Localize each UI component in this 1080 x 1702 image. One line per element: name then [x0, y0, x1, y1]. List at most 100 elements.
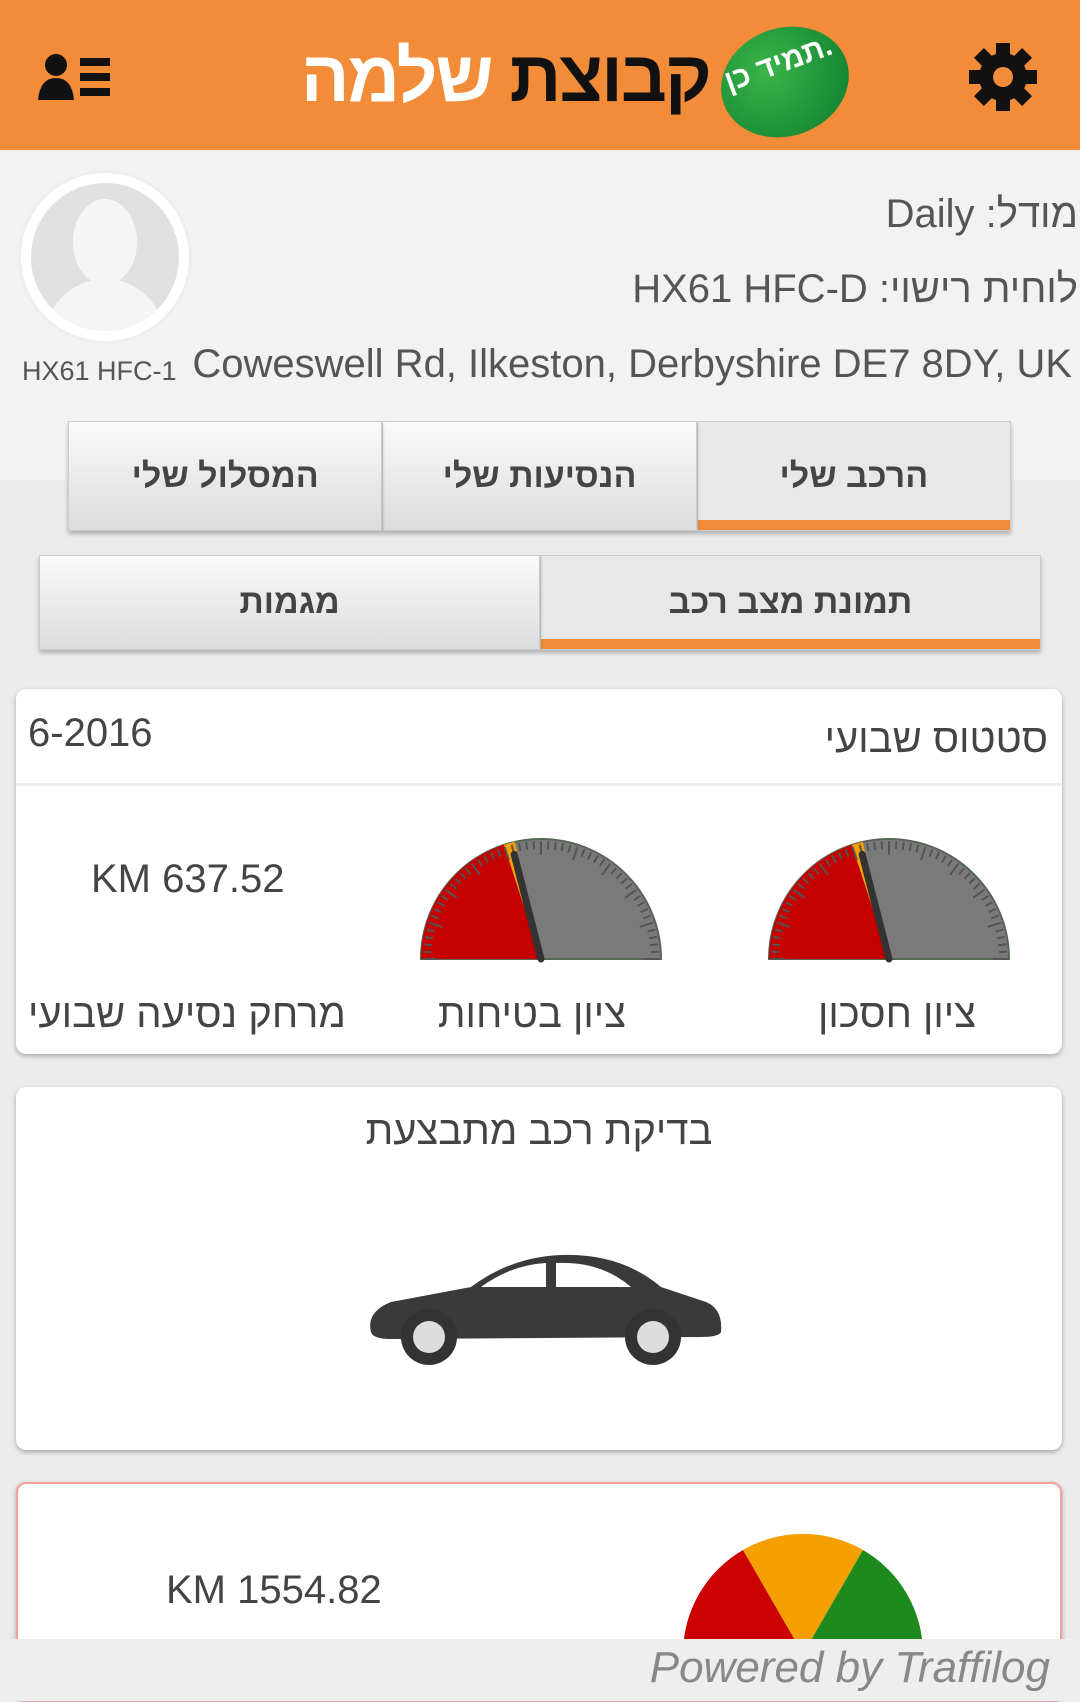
gauge-tick [426, 928, 435, 933]
gauge-tick [586, 851, 593, 860]
tab-my-trips[interactable]: הנסיעות שלי [382, 421, 697, 531]
gauge-tick [772, 935, 782, 940]
gauge-tick [465, 867, 472, 875]
gauge-tick [947, 858, 954, 867]
gauge-tick [449, 883, 457, 890]
tab-my-route[interactable]: המסלול שלי [68, 421, 383, 531]
gauge-tick [792, 888, 806, 899]
vehicle-check-card: בדיקת רכב מתבצעת [16, 1087, 1062, 1450]
gauge-tick [844, 848, 850, 858]
gauge-tick [973, 883, 981, 890]
gauge-tick [640, 907, 649, 914]
weekly-status-card: סטטוס שבועי 6-2016 KM 637.52 ציון חסכון … [16, 689, 1062, 1054]
gauge-tick [620, 877, 628, 885]
gauge-tick [424, 935, 434, 940]
economy-gauge [767, 838, 1011, 963]
gauge-fill [769, 844, 889, 959]
gauge-tick [963, 872, 971, 880]
gauge-tick [781, 907, 790, 914]
sub-tabs: תמונת מצב רכב מגמות [39, 555, 1041, 650]
card-title: סטטוס שבועי [824, 717, 1048, 761]
gauge-tick [615, 872, 623, 880]
gauge-tick [934, 851, 941, 860]
gauge-tick [625, 883, 633, 890]
car-icon [370, 1254, 722, 1365]
vehicle-model: מודל: Daily [885, 192, 1078, 236]
gauge-tick [915, 844, 920, 853]
gauge-tick [987, 921, 1002, 928]
weekly-distance-value: KM 637.52 [91, 857, 285, 901]
gauge-tick [996, 935, 1006, 940]
gauge-tick [437, 901, 446, 907]
tab-trends[interactable]: מגמות [39, 555, 540, 650]
gauge-tick [567, 844, 572, 853]
user-list-icon [38, 54, 110, 100]
gauge-tick [440, 894, 449, 901]
gauge-tick [444, 888, 458, 899]
gauge-tick [851, 846, 858, 861]
app-header: קבוצת שלמה תמיד כן. [0, 0, 1080, 155]
logo: קבוצת שלמה תמיד כן. [220, 9, 865, 155]
gauge-tick [968, 877, 976, 885]
gauge-tick [593, 855, 599, 864]
license-plate: לוחית רישוי: HX61 HFC-D [632, 267, 1078, 311]
gauge-tick [785, 901, 794, 907]
footer: Powered by Traffilog [0, 1639, 1080, 1701]
gauge-tick [990, 914, 1000, 920]
gauge-tick [546, 841, 550, 850]
gauge-tick [639, 921, 654, 928]
gauge-tick [633, 894, 642, 901]
gauge-tick [774, 928, 783, 933]
tab-my-vehicle[interactable]: הרכב שלי [696, 421, 1011, 531]
gauge-tick [880, 841, 884, 850]
gauge-tick [818, 862, 829, 876]
gauge-tick [454, 877, 462, 885]
gauge-tick [642, 914, 652, 920]
gauge-tick [988, 907, 997, 914]
card-date: 6-2016 [28, 711, 153, 755]
gauge-tick [430, 914, 440, 920]
gauge-tick [423, 943, 432, 947]
gauge-tick [647, 928, 656, 933]
gauge-tick [636, 901, 645, 907]
gauge-tick [949, 862, 960, 876]
gear-icon [969, 43, 1037, 111]
gauge-tick [525, 841, 529, 850]
gauge-tick [771, 950, 780, 954]
logo-badge: תמיד כן. [705, 9, 865, 155]
tab-vehicle-status[interactable]: תמונת מצב רכב [540, 555, 1041, 650]
gauge-tick [601, 862, 612, 876]
vehicle-address: Coweswell Rd, Ilkeston, Derbyshire DE7 8… [192, 342, 1072, 386]
gauge-tick [483, 855, 489, 864]
gauge-tick [998, 943, 1007, 947]
settings-button[interactable] [968, 42, 1038, 112]
gauge-tick [813, 867, 820, 875]
gauge-tick [580, 848, 586, 858]
gauge-tick [972, 888, 986, 899]
safety-label: ציון בטיחות [437, 992, 626, 1036]
gauge-tick [470, 862, 481, 876]
gauge-tick [837, 851, 844, 860]
gauge-tick [532, 841, 536, 850]
gauge-tick [865, 842, 870, 852]
gauge-tick [908, 842, 913, 852]
gauge-tick [920, 846, 927, 861]
powered-by: Powered by Traffilog [649, 1643, 1050, 1692]
gauge-tick [423, 950, 432, 954]
gauge-tick [958, 867, 965, 875]
gauge-tick [941, 855, 947, 864]
gauge-tick [650, 943, 659, 947]
distance-label: מרחק נסיעה שבועי [28, 992, 346, 1036]
gauge-tick [433, 907, 442, 914]
gauge-tick [998, 950, 1007, 954]
avatar[interactable] [18, 170, 192, 344]
safety-gauge [419, 838, 663, 963]
user-menu-button[interactable] [38, 52, 118, 102]
gauge-tick [901, 841, 905, 850]
gauge-fill [421, 844, 541, 959]
divider [16, 783, 1062, 786]
gauge-tick [553, 841, 557, 850]
gauge-tick [572, 846, 579, 861]
gauge-tick [824, 858, 831, 867]
gauge-tick [476, 858, 483, 867]
